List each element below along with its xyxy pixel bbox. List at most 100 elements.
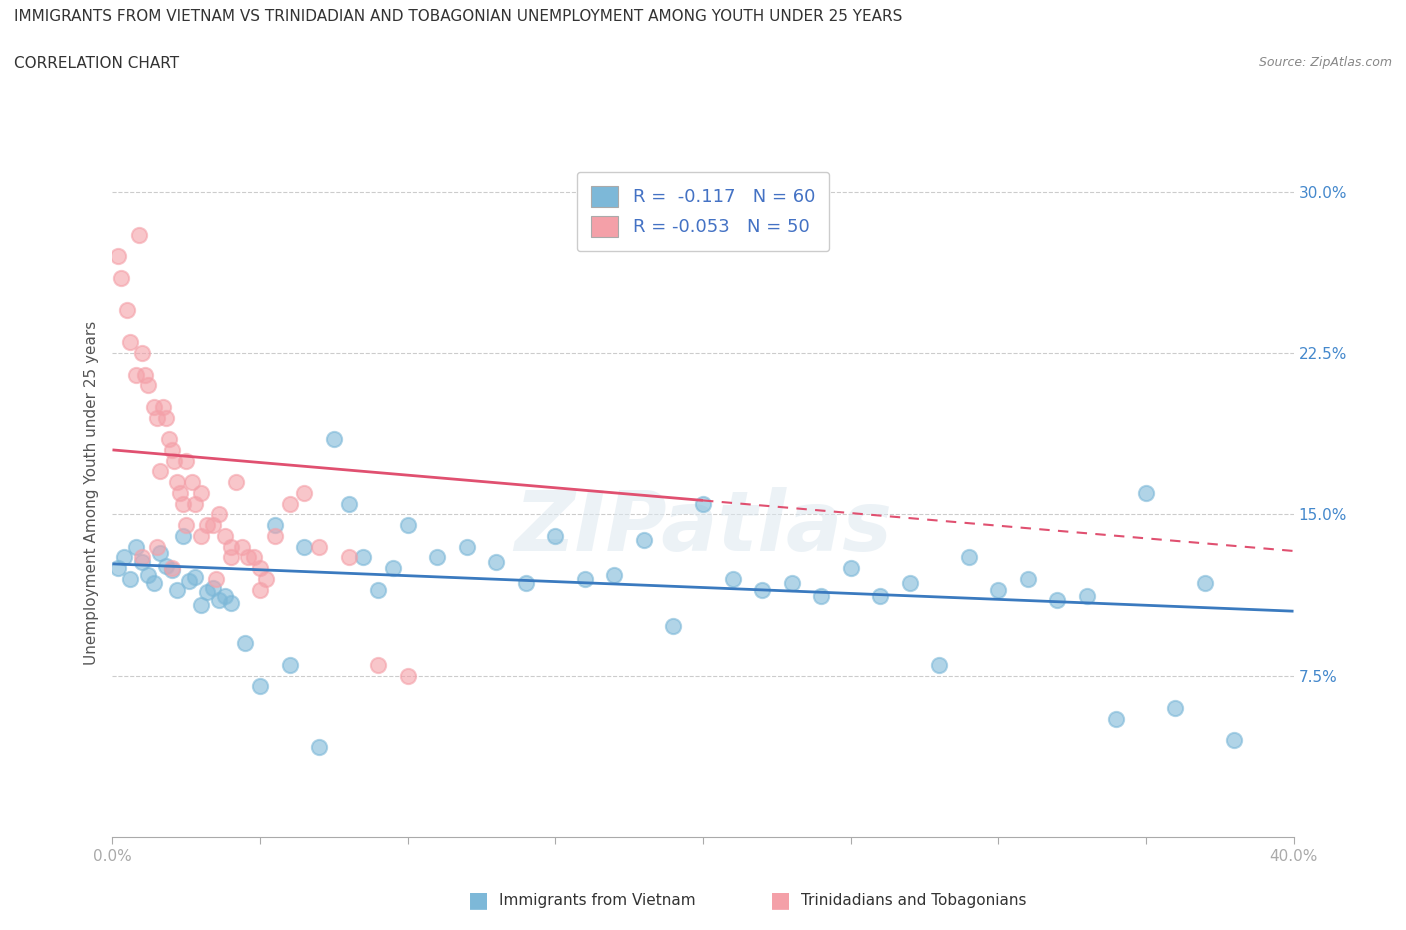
Point bbox=[195, 518, 218, 533]
Point bbox=[157, 432, 180, 446]
Point bbox=[208, 507, 231, 522]
Point bbox=[928, 658, 950, 672]
Point bbox=[131, 554, 153, 569]
Point bbox=[249, 561, 271, 576]
Point bbox=[146, 410, 169, 425]
Point bbox=[184, 497, 207, 512]
Point bbox=[120, 335, 142, 350]
Text: ■: ■ bbox=[468, 890, 488, 910]
Point bbox=[146, 539, 169, 554]
Y-axis label: Unemployment Among Youth under 25 years: Unemployment Among Youth under 25 years bbox=[83, 321, 98, 665]
Point bbox=[205, 571, 228, 587]
Point bbox=[142, 576, 165, 591]
Point bbox=[142, 400, 165, 415]
Point bbox=[898, 576, 921, 591]
Point bbox=[292, 485, 315, 500]
Point bbox=[292, 539, 315, 554]
Point bbox=[367, 658, 389, 672]
Point bbox=[214, 528, 236, 543]
Point bbox=[149, 464, 172, 479]
Point bbox=[172, 528, 194, 543]
Point bbox=[160, 561, 183, 576]
Point bbox=[136, 378, 159, 392]
Point bbox=[254, 571, 277, 587]
Point bbox=[219, 595, 242, 610]
Point bbox=[233, 636, 256, 651]
Point bbox=[120, 571, 142, 587]
Point bbox=[136, 567, 159, 582]
Point bbox=[633, 533, 655, 548]
Point bbox=[125, 539, 148, 554]
Legend: R =  -0.117   N = 60, R = -0.053   N = 50: R = -0.117 N = 60, R = -0.053 N = 50 bbox=[576, 172, 830, 251]
Point bbox=[337, 550, 360, 565]
Point bbox=[515, 576, 537, 591]
Point bbox=[544, 528, 567, 543]
Point bbox=[214, 589, 236, 604]
Point bbox=[780, 576, 803, 591]
Point bbox=[574, 571, 596, 587]
Point bbox=[839, 561, 862, 576]
Point bbox=[426, 550, 449, 565]
Point bbox=[1046, 593, 1069, 608]
Point bbox=[957, 550, 980, 565]
Point bbox=[174, 518, 197, 533]
Point bbox=[396, 669, 419, 684]
Point bbox=[149, 546, 172, 561]
Point bbox=[155, 559, 177, 574]
Point bbox=[367, 582, 389, 597]
Point bbox=[195, 584, 218, 599]
Point bbox=[308, 739, 330, 754]
Text: Immigrants from Vietnam: Immigrants from Vietnam bbox=[499, 893, 696, 908]
Point bbox=[179, 574, 201, 589]
Point bbox=[155, 410, 177, 425]
Point bbox=[190, 528, 212, 543]
Point bbox=[125, 367, 148, 382]
Point bbox=[249, 679, 271, 694]
Point bbox=[721, 571, 744, 587]
Point bbox=[337, 497, 360, 512]
Point bbox=[1194, 576, 1216, 591]
Point bbox=[323, 432, 346, 446]
Point bbox=[1135, 485, 1157, 500]
Point bbox=[190, 597, 212, 612]
Point bbox=[117, 302, 138, 317]
Text: Trinidadians and Tobagonians: Trinidadians and Tobagonians bbox=[801, 893, 1026, 908]
Point bbox=[382, 561, 405, 576]
Point bbox=[112, 550, 135, 565]
Point bbox=[134, 367, 156, 382]
Text: CORRELATION CHART: CORRELATION CHART bbox=[14, 56, 179, 71]
Point bbox=[131, 550, 153, 565]
Point bbox=[152, 400, 174, 415]
Point bbox=[238, 550, 260, 565]
Point bbox=[692, 497, 714, 512]
Point bbox=[166, 582, 188, 597]
Point bbox=[1017, 571, 1039, 587]
Point bbox=[278, 658, 301, 672]
Point bbox=[184, 569, 207, 584]
Point bbox=[1164, 700, 1187, 715]
Point bbox=[243, 550, 266, 565]
Point bbox=[231, 539, 253, 554]
Point bbox=[169, 485, 191, 500]
Point bbox=[131, 346, 153, 361]
Point bbox=[1076, 589, 1098, 604]
Point bbox=[166, 474, 188, 489]
Point bbox=[110, 271, 132, 286]
Point bbox=[485, 554, 508, 569]
Point bbox=[308, 539, 330, 554]
Point bbox=[249, 582, 271, 597]
Point bbox=[456, 539, 478, 554]
Text: IMMIGRANTS FROM VIETNAM VS TRINIDADIAN AND TOBAGONIAN UNEMPLOYMENT AMONG YOUTH U: IMMIGRANTS FROM VIETNAM VS TRINIDADIAN A… bbox=[14, 9, 903, 24]
Text: Source: ZipAtlas.com: Source: ZipAtlas.com bbox=[1258, 56, 1392, 69]
Point bbox=[1223, 733, 1246, 748]
Point bbox=[396, 518, 419, 533]
Point bbox=[107, 249, 129, 264]
Point bbox=[190, 485, 212, 500]
Point bbox=[751, 582, 773, 597]
Point bbox=[160, 563, 183, 578]
Point bbox=[987, 582, 1010, 597]
Point bbox=[160, 443, 183, 458]
Point bbox=[264, 518, 287, 533]
Point bbox=[810, 589, 832, 604]
Point bbox=[603, 567, 626, 582]
